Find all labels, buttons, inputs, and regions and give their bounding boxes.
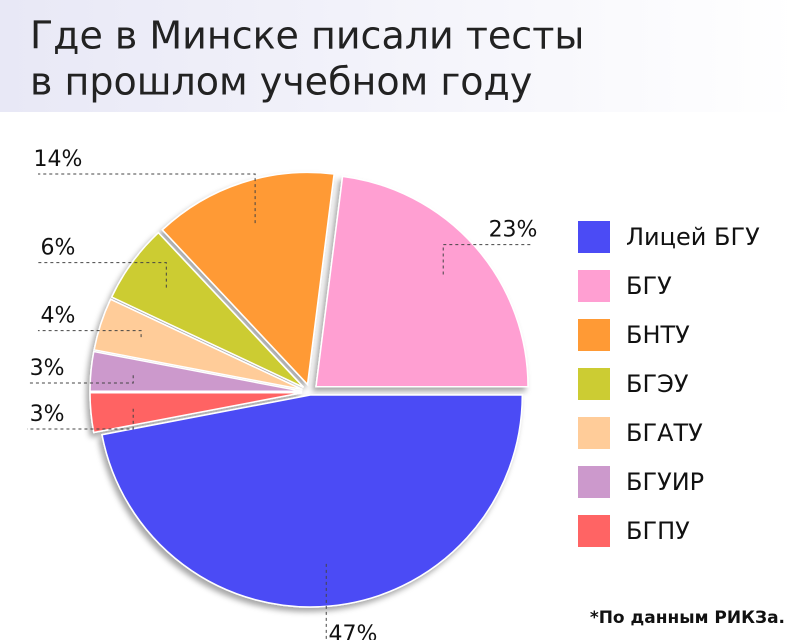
legend-swatch: [578, 466, 610, 498]
legend-swatch: [578, 368, 610, 400]
legend-swatch: [578, 270, 610, 302]
pie-slice: [89, 392, 303, 434]
legend-swatch: [578, 515, 610, 547]
chart-title: Где в Минске писали тесты: [30, 14, 584, 58]
pie-slice: [89, 350, 303, 392]
pie: [89, 171, 529, 608]
data-label: 14%: [34, 147, 83, 172]
leader-line: [37, 330, 142, 338]
leader-line: [27, 408, 134, 430]
legend-swatch: [578, 417, 610, 449]
data-label: 3%: [30, 356, 65, 381]
data-label: 23%: [489, 218, 538, 243]
leader-line: [27, 375, 134, 384]
pie-slice: [101, 394, 524, 608]
pie-slice: [161, 171, 335, 387]
legend-label: БГАТУ: [626, 419, 703, 447]
pie-slice: [315, 175, 529, 388]
legend-label: БГУИР: [626, 468, 704, 496]
legend-swatch: [578, 221, 610, 253]
data-label: 3%: [30, 402, 65, 427]
legend-label: Лицей БГУ: [626, 223, 760, 251]
legend-label: БНТУ: [626, 321, 690, 349]
legend-label: БГУ: [626, 272, 672, 300]
data-label: 47%: [329, 622, 378, 640]
chart-title: в прошлом учебном году: [30, 60, 532, 104]
footnote: *По данным РИКЗа.: [590, 608, 785, 628]
pie-slice: [93, 298, 303, 391]
data-label: 4%: [40, 304, 75, 329]
data-label: 6%: [41, 236, 76, 261]
leader-line: [38, 262, 167, 288]
pie-slice: [110, 231, 305, 388]
leader-line: [38, 173, 256, 224]
header-bg: [0, 0, 797, 112]
legend-swatch: [578, 319, 610, 351]
legend-label: БГЭУ: [626, 370, 689, 398]
legend-label: БГПУ: [626, 517, 690, 545]
